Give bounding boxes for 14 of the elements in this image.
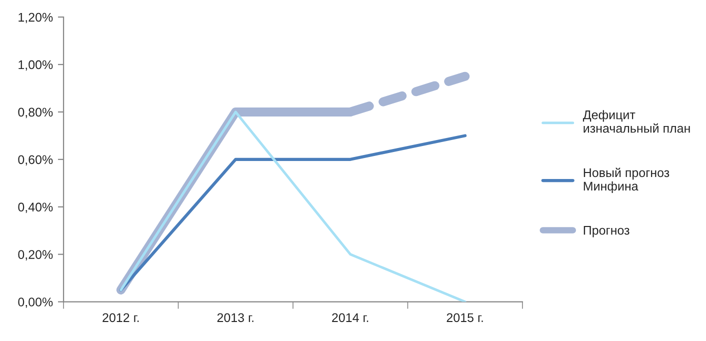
x-tick-label: 2015 г.	[446, 313, 483, 322]
y-tick-label: 0,60%	[18, 155, 53, 166]
y-tick-label: 1,20%	[18, 12, 53, 24]
y-tick-label: 1,00%	[18, 60, 53, 71]
y-tick-label: 0,40%	[18, 202, 53, 213]
y-tick-label: 0,80%	[18, 108, 53, 118]
x-tick-label: 2014 г.	[332, 313, 368, 322]
x-tick-label: 2013 г.	[217, 313, 254, 322]
legend-label: Новый прогноз Минфина	[584, 168, 670, 194]
x-tick-label: 2012 г.	[102, 313, 139, 322]
y-tick-label: 0,20%	[18, 250, 53, 260]
legend-label: Дефицит изначальный план	[582, 110, 690, 133]
legend-label: Прогноз	[584, 226, 630, 238]
y-tick-label: 0,00%	[18, 298, 53, 308]
